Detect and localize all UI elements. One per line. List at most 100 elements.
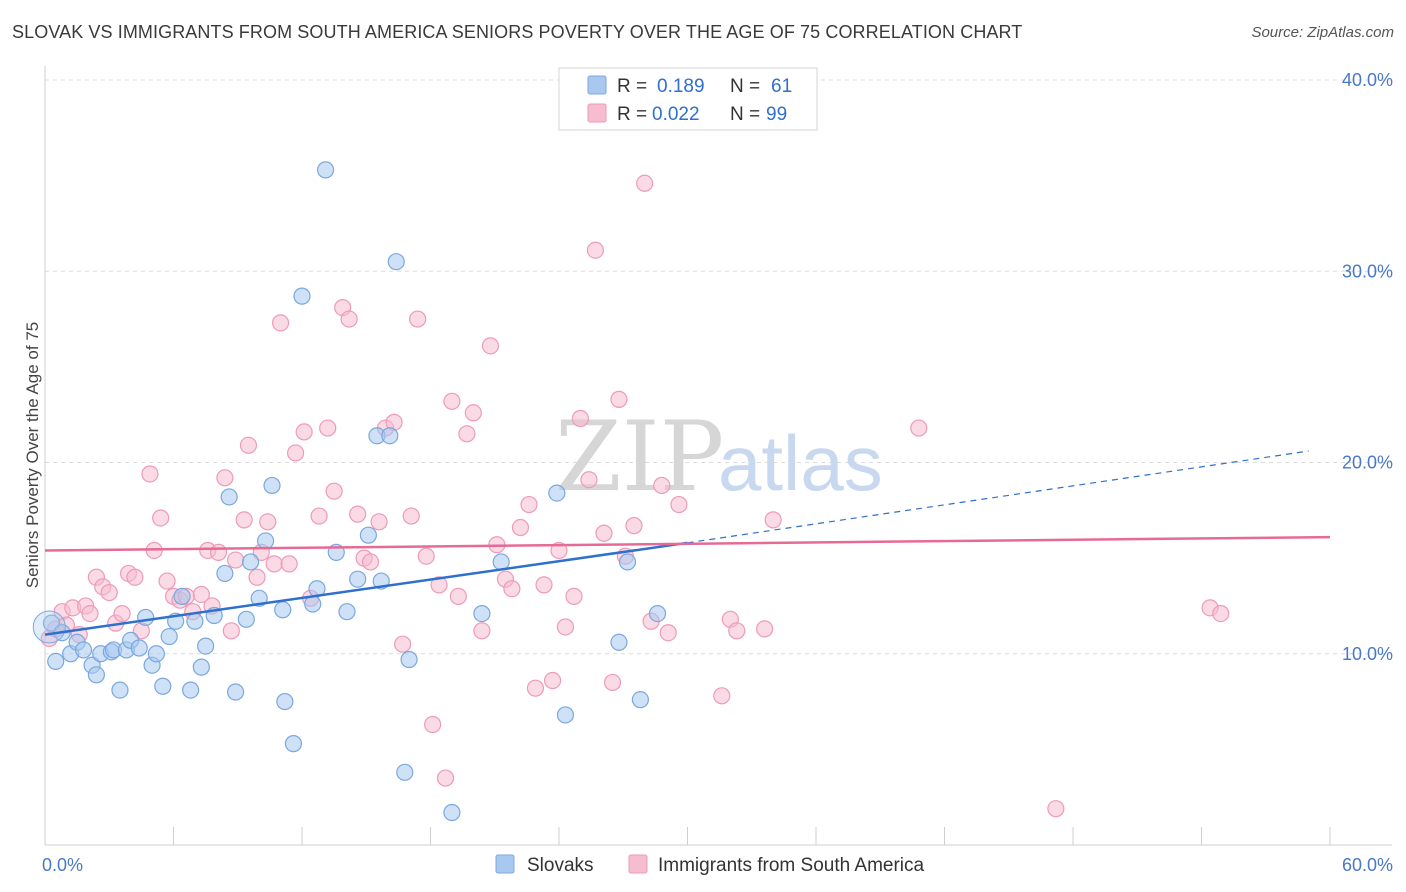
immigrants-point-19 <box>158 572 176 590</box>
slovaks-cluster-point <box>32 610 66 644</box>
axes <box>44 66 1392 846</box>
immigrants-point-35 <box>259 513 277 531</box>
slovaks-point-35 <box>274 601 292 619</box>
bottom-legend: Slovaks Immigrants from South America <box>495 854 925 876</box>
immigrants-point-65 <box>481 337 500 355</box>
chart-title: SLOVAK VS IMMIGRANTS FROM SOUTH AMERICA … <box>12 22 1023 42</box>
slovaks-point-58 <box>618 553 637 571</box>
immigrants-point-59 <box>436 769 455 787</box>
immigrants-point-55 <box>409 310 427 328</box>
immigrants-point-79 <box>586 241 605 259</box>
slovaks-point-29 <box>227 683 245 701</box>
immigrants-point-18 <box>152 509 170 527</box>
slovaks-point-50 <box>396 763 414 781</box>
immigrants-point-54 <box>402 507 420 525</box>
slovaks-point-31 <box>242 553 260 571</box>
immigrants-point-68 <box>503 580 521 598</box>
immigrants-point-72 <box>535 576 553 594</box>
immigrants-point-87 <box>653 476 671 495</box>
slovaks-point-17 <box>147 645 165 663</box>
slovaks-point-24 <box>192 658 210 676</box>
immigrants-point-75 <box>556 618 575 636</box>
slovaks-point-18 <box>154 677 172 695</box>
immigrants-point-38 <box>280 555 298 573</box>
immigrants-point-80 <box>595 524 613 542</box>
x-tick-label-1: 60.0% <box>1342 855 1393 875</box>
immigrants-point-78 <box>580 471 598 489</box>
immigrants-point-28 <box>216 469 234 487</box>
immigrants-point-32 <box>239 436 258 454</box>
bottom-legend-swatch-slovaks <box>495 854 515 874</box>
slovaks-point-28 <box>220 488 238 506</box>
legend-n-value-slovaks: 61 <box>771 76 792 97</box>
immigrants-point-89 <box>670 495 688 514</box>
watermark-atlas: atlas <box>718 419 883 507</box>
slovaks-point-1 <box>47 652 65 671</box>
legend-n-value-immigrants: 99 <box>766 104 787 125</box>
gridlines <box>45 79 1392 655</box>
immigrants-point-47 <box>349 505 367 523</box>
immigrants-point-53 <box>394 635 412 653</box>
legend-r-value-immigrants: 0.022 <box>652 104 700 125</box>
immigrants-point-63 <box>464 404 482 422</box>
trend-line-slovaks-extension <box>687 450 1309 544</box>
legend-swatch-immigrants <box>587 103 607 123</box>
legend: R = 0.189 N = 61 R = 0.022 N = 99 <box>558 67 818 131</box>
slovaks-point-53 <box>473 604 491 623</box>
immigrants-point-30 <box>227 551 245 569</box>
immigrants-point-70 <box>520 495 538 514</box>
slovaks-point-27 <box>216 564 234 583</box>
immigrants-point-49 <box>361 553 380 571</box>
immigrants-point-16 <box>141 465 159 483</box>
immigrants-point-76 <box>565 587 583 605</box>
slovaks-point-45 <box>359 526 377 544</box>
immigrants-point-92 <box>728 622 746 640</box>
immigrants-point-27 <box>209 543 228 561</box>
slovaks-point-34 <box>263 476 281 495</box>
slovaks-point-48 <box>381 427 399 445</box>
trend-line-slovaks <box>44 541 688 636</box>
immigrants-point-93 <box>755 620 774 638</box>
slovaks-point-25 <box>197 637 215 655</box>
slovaks-point-52 <box>443 803 461 822</box>
slovaks-point-44 <box>349 570 367 588</box>
immigrants-point-73 <box>543 671 562 690</box>
trend-line-immigrants <box>44 535 1331 552</box>
y-tick-label-3: 40.0% <box>1342 70 1393 90</box>
legend-n-label-slovaks: N = <box>730 76 760 97</box>
immigrants-point-58 <box>430 576 448 594</box>
immigrants-point-46 <box>340 310 358 328</box>
slovaks-point-30 <box>237 610 255 628</box>
immigrants-point-42 <box>310 507 328 525</box>
immigrants-point-43 <box>319 419 337 437</box>
x-tick-label-0: 0.0% <box>42 855 83 875</box>
slovaks-point-60 <box>648 604 667 623</box>
y-tick-label-1: 20.0% <box>1342 453 1393 473</box>
slovaks-point-59 <box>631 691 649 709</box>
immigrants-point-77 <box>571 409 590 428</box>
slovaks-point-43 <box>338 603 356 621</box>
immigrants-point-84 <box>625 517 643 535</box>
slovaks-point-33 <box>256 532 275 550</box>
immigrants-point-81 <box>603 673 622 692</box>
immigrants-point-44 <box>325 482 343 500</box>
immigrants-point-88 <box>659 624 677 642</box>
immigrants-point-36 <box>265 555 283 573</box>
immigrants-point-64 <box>473 622 491 640</box>
slovaks-point-19 <box>160 627 178 646</box>
slovaks-point-57 <box>610 633 628 651</box>
immigrants-point-94 <box>764 511 782 529</box>
y-tick-labels: 10.0% 20.0% 30.0% 40.0% <box>1342 70 1393 664</box>
bottom-legend-swatch-immigrants <box>628 854 648 874</box>
immigrants-point-50 <box>370 513 388 531</box>
slovaks-point-38 <box>293 287 311 305</box>
slovaks-point-22 <box>182 681 200 699</box>
slovaks-point-14 <box>130 639 148 657</box>
trend-lines <box>44 450 1331 636</box>
legend-r-value-slovaks: 0.189 <box>657 76 705 97</box>
slovaks-point-41 <box>316 161 335 179</box>
series-slovaks-points <box>32 161 667 822</box>
y-tick-label-0: 10.0% <box>1342 644 1393 664</box>
slovaks-point-23 <box>186 612 204 630</box>
